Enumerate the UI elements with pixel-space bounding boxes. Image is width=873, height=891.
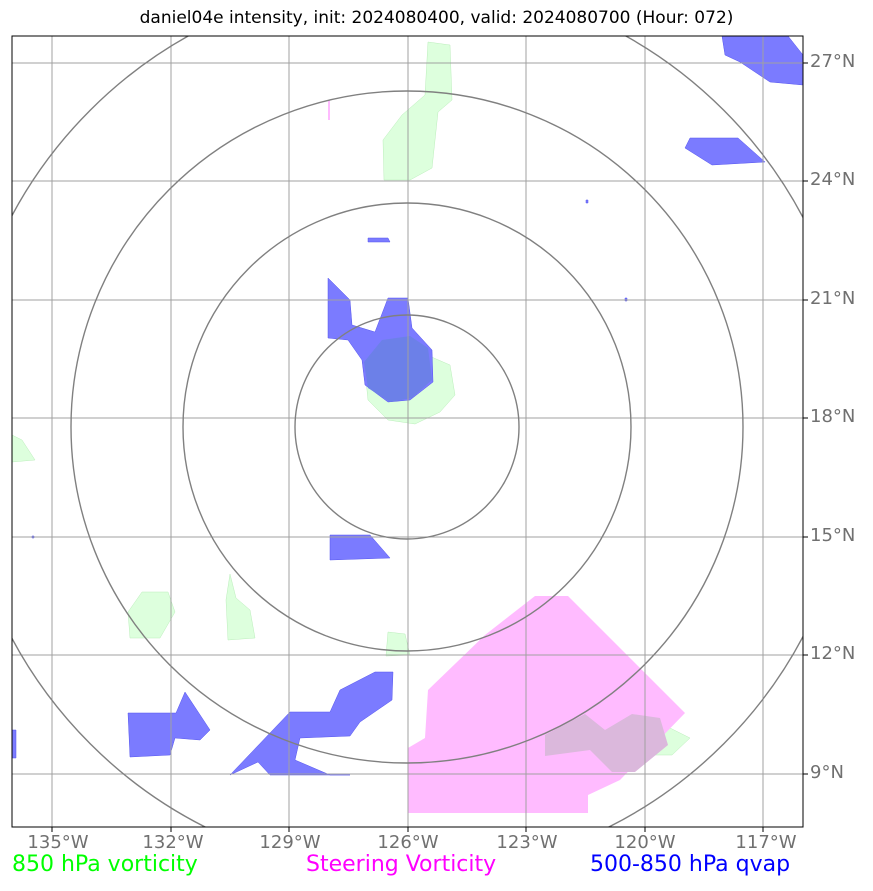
lon-label-123w: 123°W xyxy=(496,832,558,853)
lat-label-9n: 9°N xyxy=(810,762,844,783)
tick-marks xyxy=(51,62,808,832)
lat-label-15n: 15°N xyxy=(810,525,856,546)
graticule xyxy=(12,36,803,827)
lat-label-24n: 24°N xyxy=(810,169,856,190)
lon-label-129w: 129°W xyxy=(259,832,321,853)
lon-label-135w: 135°W xyxy=(27,832,89,853)
plot-title: daniel04e intensity, init: 2024080400, v… xyxy=(139,8,734,28)
range-rings xyxy=(12,36,803,827)
legend-850-vorticity: 850 hPa vorticity xyxy=(12,852,198,877)
lat-label-18n: 18°N xyxy=(810,406,856,427)
lat-label-12n: 12°N xyxy=(810,643,856,664)
lon-label-120w: 120°W xyxy=(614,832,676,853)
legend-steering-vorticity: Steering Vorticity xyxy=(306,852,497,877)
qvap-core-region xyxy=(364,336,432,402)
steering-overlap-region xyxy=(545,714,668,772)
lat-label-21n: 21°N xyxy=(810,288,856,309)
lon-label-132w: 132°W xyxy=(142,832,204,853)
lon-label-117w: 117°W xyxy=(735,832,797,853)
legend-qvap: 500-850 hPa qvap xyxy=(590,852,791,877)
lat-label-27n: 27°N xyxy=(810,51,856,72)
lon-label-126w: 126°W xyxy=(377,832,439,853)
